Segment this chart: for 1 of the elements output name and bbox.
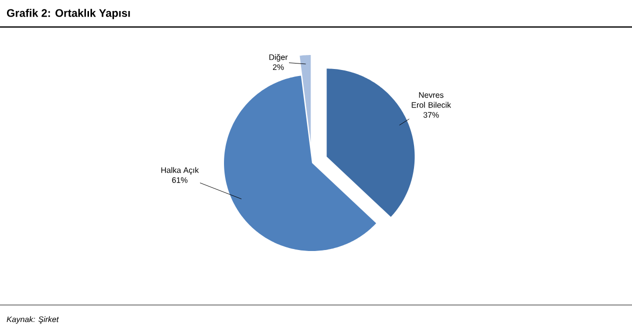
- text: Grafik 2: Ortaklık Yapısı: [6, 8, 130, 20]
